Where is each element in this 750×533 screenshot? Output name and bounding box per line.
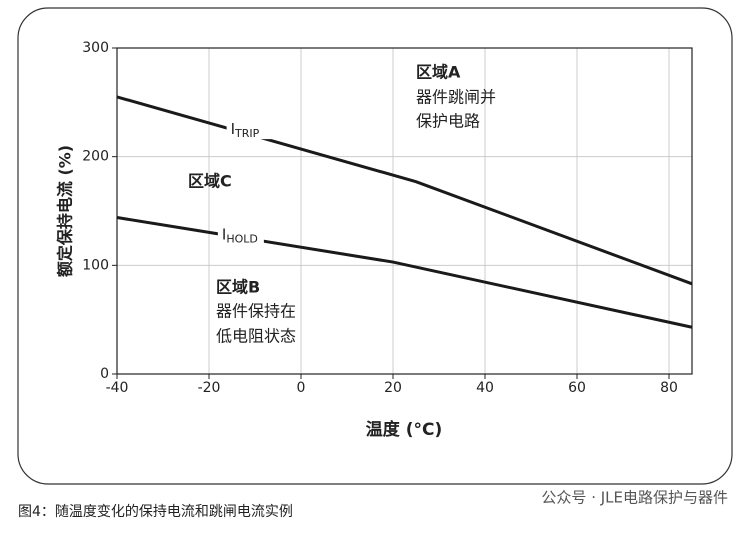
- annotation: 器件保持在: [216, 302, 296, 321]
- x-axis-label: 温度 (°C): [366, 419, 442, 440]
- x-tick-label: 20: [384, 380, 402, 396]
- annotation: 器件跳闸并: [416, 88, 496, 107]
- x-tick-label: -40: [106, 380, 129, 396]
- legend-label: IHOLD: [222, 225, 258, 246]
- x-tick-label: 40: [476, 380, 494, 396]
- label-bg: [226, 117, 273, 140]
- label-bg: [217, 222, 264, 245]
- legend-label-sub: TRIP: [234, 127, 260, 140]
- y-tick-label: 100: [82, 257, 109, 273]
- y-tick-label: 300: [82, 40, 109, 56]
- frame: [17, 7, 733, 485]
- x-tick-label: 60: [568, 380, 586, 396]
- plot-area: [116, 47, 693, 375]
- legend-label-sub: HOLD: [226, 232, 258, 245]
- x-tick-label: -20: [198, 380, 221, 396]
- y-tick-label: 0: [100, 366, 109, 382]
- x-tick-label: 0: [297, 380, 306, 396]
- x-tick-label: 80: [660, 380, 678, 396]
- y-tick-label: 200: [82, 149, 109, 165]
- caption: 图4：随温度变化的保持电流和跳闸电流实例: [18, 504, 293, 520]
- watermark: 公众号 · JLE电路保护与器件: [541, 489, 728, 507]
- annotation: 区域B: [216, 278, 260, 297]
- series-line: [116, 216, 693, 329]
- annotation: 区域A: [416, 63, 461, 82]
- legend-label-main: I: [231, 120, 235, 138]
- annotation: 保护电路: [416, 112, 480, 131]
- legend-label-main: I: [222, 225, 226, 243]
- legend-label: ITRIP: [231, 120, 260, 141]
- annotation: 区域C: [188, 172, 232, 191]
- annotation: 低电阻状态: [216, 327, 296, 346]
- series-line: [116, 95, 693, 286]
- y-axis-label: 额定保持电流 (%): [56, 145, 75, 277]
